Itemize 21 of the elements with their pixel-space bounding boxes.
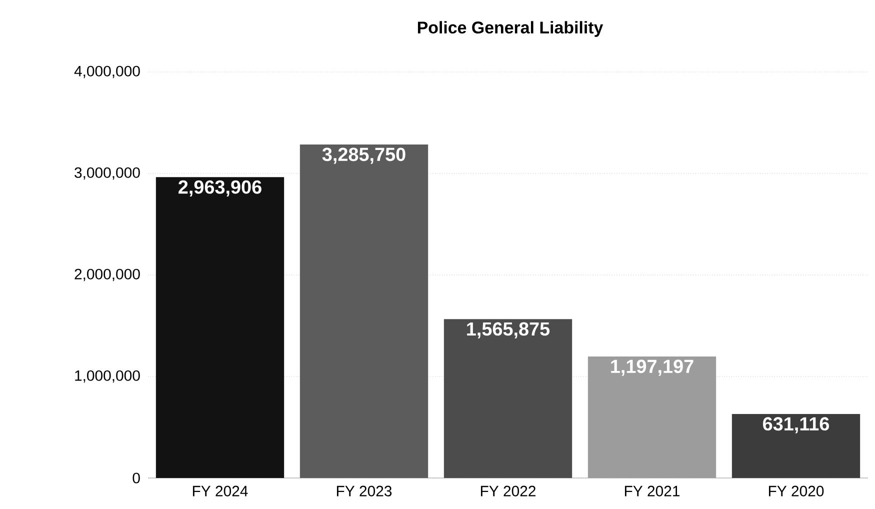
data-label: 3,285,750 [322,148,406,164]
bar [300,144,428,478]
data-label: 2,963,906 [178,180,262,196]
x-tick-label: FY 2022 [480,486,536,496]
y-tick-label: 0 [132,472,140,484]
y-tick-label: 1,000,000 [75,370,140,383]
y-tick-label: 2,000,000 [74,268,140,282]
chart-title: Police General Liability [418,21,604,37]
x-tick-label: FY 2024 [192,486,248,496]
x-tick-label: FY 2020 [768,486,824,496]
x-tick-label: FY 2023 [336,486,392,496]
bar [588,356,716,478]
bar [156,177,284,478]
data-label: 1,565,875 [467,322,550,338]
data-label: 631,116 [763,417,829,434]
y-tick-label: 4,000,000 [74,66,140,78]
y-tick-label: 3,000,000 [74,167,140,180]
bar [732,414,860,478]
bar [444,319,572,478]
x-tick-label: FY 2021 [624,486,680,496]
data-label: 1,197,197 [611,360,694,376]
